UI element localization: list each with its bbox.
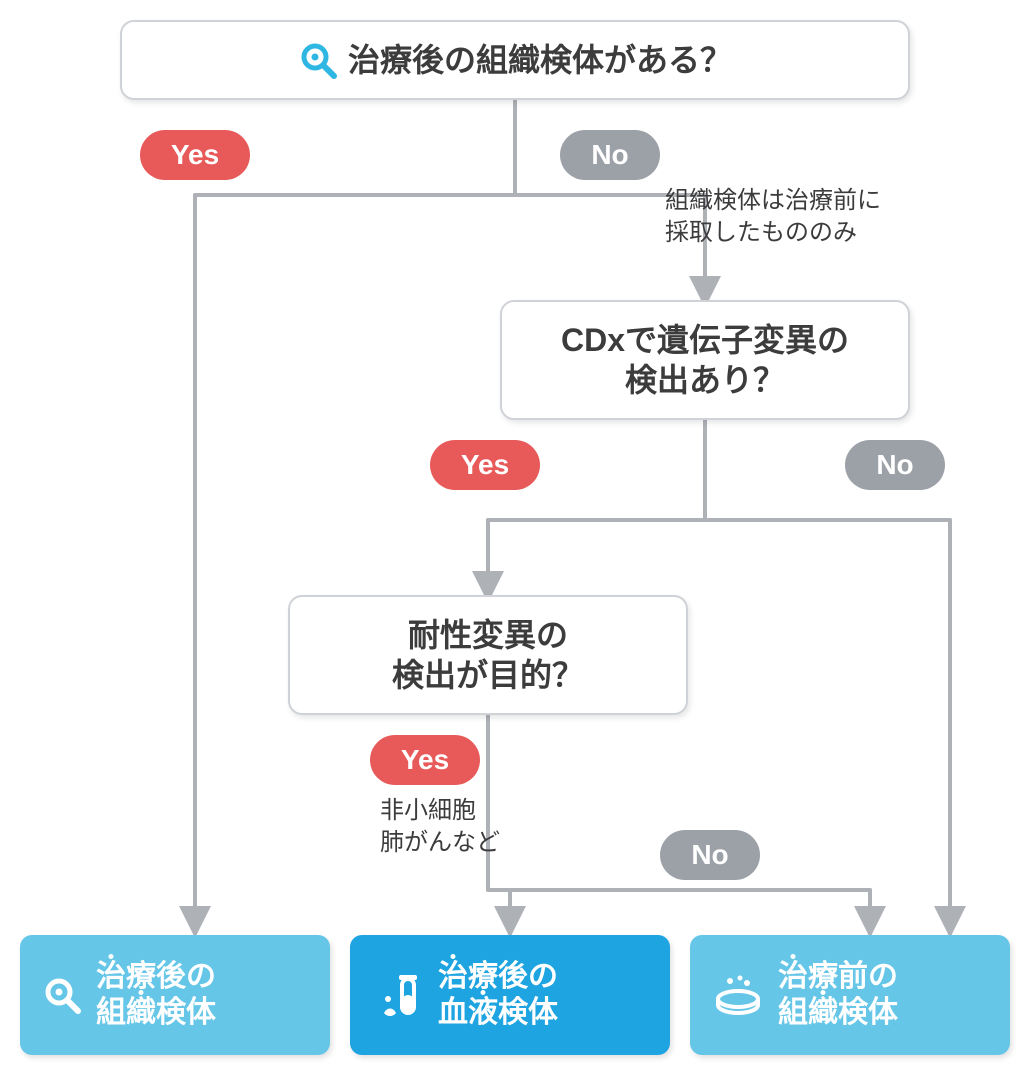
question-text: CDxで遺伝子変異の検出あり？	[561, 320, 849, 400]
result-text: 治療前の組織検体	[778, 959, 898, 1031]
dish-icon	[712, 969, 764, 1021]
question-text: 耐性変異の検出が目的？	[392, 615, 584, 695]
result-box: 治療後の血液検体	[350, 935, 670, 1055]
search-icon	[298, 40, 338, 80]
question-box: CDxで遺伝子変異の検出あり？	[500, 300, 910, 420]
yes-pill: Yes	[370, 735, 480, 785]
question-text: 治療後の組織検体がある？	[348, 40, 732, 80]
yes-pill: Yes	[430, 440, 540, 490]
yes-pill: Yes	[140, 130, 250, 180]
result-box: 治療前の組織検体	[690, 935, 1010, 1055]
result-text: 治療後の血液検体	[438, 959, 558, 1031]
no-pill: No	[560, 130, 660, 180]
question-box: 治療後の組織検体がある？	[120, 20, 910, 100]
result-box: 治療後の組織検体	[20, 935, 330, 1055]
no-pill: No	[660, 830, 760, 880]
result-text: 治療後の組織検体	[96, 959, 216, 1031]
edge-annotation: 非小細胞肺がんなど	[380, 795, 500, 860]
no-pill: No	[845, 440, 945, 490]
question-box: 耐性変異の検出が目的？	[288, 595, 688, 715]
search-icon	[42, 975, 82, 1015]
tube-icon	[372, 969, 424, 1021]
edge-annotation: 組織検体は治療前に採取したもののみ	[665, 185, 881, 250]
